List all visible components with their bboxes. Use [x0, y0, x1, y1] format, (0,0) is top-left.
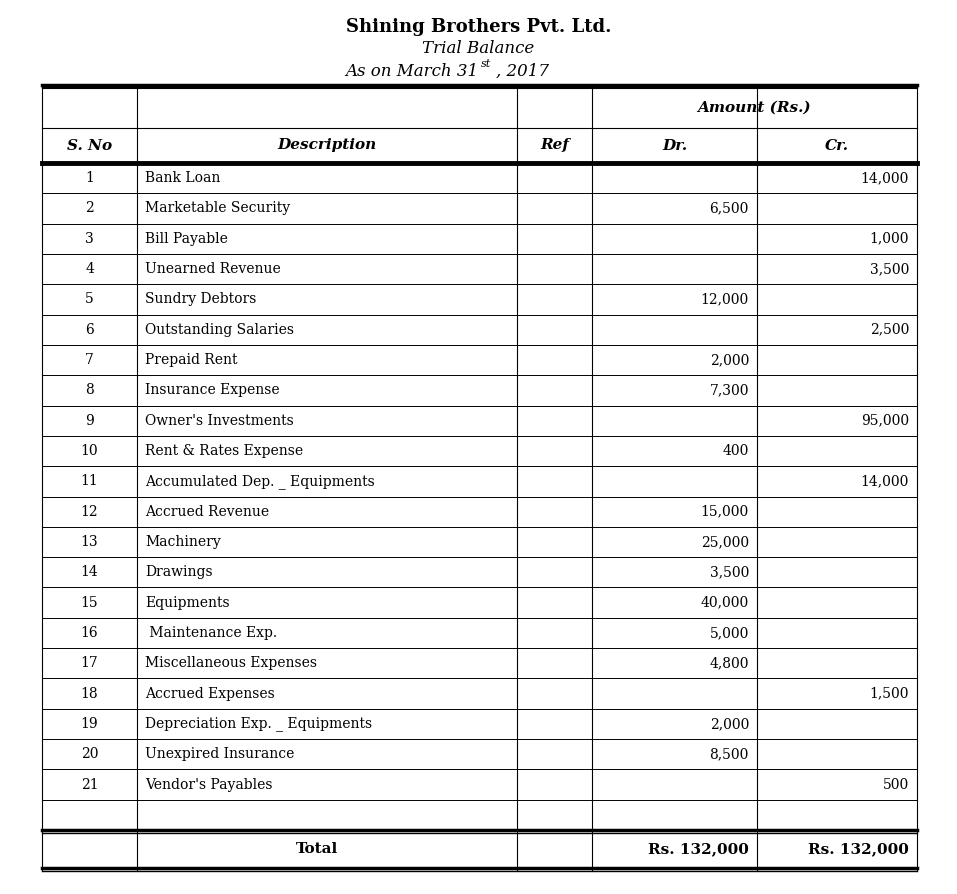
Text: 25,000: 25,000: [701, 535, 749, 549]
Text: 15,000: 15,000: [701, 504, 749, 519]
Text: 17: 17: [80, 656, 99, 670]
Text: 2,500: 2,500: [870, 323, 909, 337]
Text: 1,500: 1,500: [870, 687, 909, 701]
Text: Accumulated Dep. _ Equipments: Accumulated Dep. _ Equipments: [145, 474, 375, 489]
Text: 2,000: 2,000: [710, 717, 749, 731]
Text: Trial Balance: Trial Balance: [422, 40, 535, 57]
Text: Machinery: Machinery: [145, 535, 221, 549]
Text: 4,800: 4,800: [709, 656, 749, 670]
Text: Amount (Rs.): Amount (Rs.): [698, 101, 812, 115]
Text: Miscellaneous Expenses: Miscellaneous Expenses: [145, 656, 317, 670]
Text: 5,000: 5,000: [710, 626, 749, 640]
Text: 21: 21: [80, 778, 99, 791]
Text: Cr.: Cr.: [825, 139, 849, 153]
Text: Bank Loan: Bank Loan: [145, 171, 220, 185]
Text: 12,000: 12,000: [701, 292, 749, 307]
Text: 2,000: 2,000: [710, 353, 749, 367]
Text: 19: 19: [80, 717, 99, 731]
Text: 2: 2: [85, 201, 94, 215]
Text: 1,000: 1,000: [870, 232, 909, 246]
Text: Total: Total: [296, 842, 338, 856]
Text: 3: 3: [85, 232, 94, 246]
Text: Description: Description: [278, 139, 377, 153]
Text: 95,000: 95,000: [861, 414, 909, 427]
Text: Maintenance Exp.: Maintenance Exp.: [145, 626, 278, 640]
Text: Prepaid Rent: Prepaid Rent: [145, 353, 237, 367]
Text: 5: 5: [85, 292, 94, 307]
Text: st: st: [480, 59, 491, 69]
Text: Accrued Revenue: Accrued Revenue: [145, 504, 269, 519]
Text: Vendor's Payables: Vendor's Payables: [145, 778, 273, 791]
Text: Rs. 132,000: Rs. 132,000: [808, 842, 909, 856]
Text: As on March 31: As on March 31: [345, 63, 478, 80]
Text: Equipments: Equipments: [145, 595, 230, 610]
Text: 14,000: 14,000: [860, 171, 909, 185]
Text: Unexpired Insurance: Unexpired Insurance: [145, 747, 295, 761]
Text: Sundry Debtors: Sundry Debtors: [145, 292, 256, 307]
Text: 500: 500: [882, 778, 909, 791]
Text: Accrued Expenses: Accrued Expenses: [145, 687, 275, 701]
Text: 10: 10: [80, 444, 99, 458]
Text: 7: 7: [85, 353, 94, 367]
Text: Unearned Revenue: Unearned Revenue: [145, 262, 280, 276]
Text: 11: 11: [80, 475, 99, 488]
Text: Rs. 132,000: Rs. 132,000: [648, 842, 749, 856]
Text: 8: 8: [85, 384, 94, 398]
Text: 18: 18: [80, 687, 99, 701]
Text: Drawings: Drawings: [145, 565, 212, 579]
Text: 3,500: 3,500: [870, 262, 909, 276]
Text: Ref: Ref: [540, 139, 569, 153]
Text: 40,000: 40,000: [701, 595, 749, 610]
Text: Owner's Investments: Owner's Investments: [145, 414, 294, 427]
Text: 400: 400: [723, 444, 749, 458]
Text: 14: 14: [80, 565, 99, 579]
Text: 16: 16: [80, 626, 99, 640]
Text: 6,500: 6,500: [710, 201, 749, 215]
Text: 6: 6: [85, 323, 94, 337]
Text: Bill Payable: Bill Payable: [145, 232, 228, 246]
Text: 8,500: 8,500: [710, 747, 749, 761]
Text: 15: 15: [80, 595, 99, 610]
Text: Depreciation Exp. _ Equipments: Depreciation Exp. _ Equipments: [145, 716, 372, 731]
Text: 12: 12: [80, 504, 99, 519]
Text: Insurance Expense: Insurance Expense: [145, 384, 279, 398]
Text: , 2017: , 2017: [497, 63, 549, 80]
Text: 3,500: 3,500: [710, 565, 749, 579]
Text: 1: 1: [85, 171, 94, 185]
Text: Dr.: Dr.: [662, 139, 687, 153]
Text: 13: 13: [80, 535, 99, 549]
Text: S. No: S. No: [67, 139, 112, 153]
Text: Marketable Security: Marketable Security: [145, 201, 290, 215]
Text: 20: 20: [80, 747, 99, 761]
Text: 7,300: 7,300: [709, 384, 749, 398]
Text: Outstanding Salaries: Outstanding Salaries: [145, 323, 294, 337]
Text: 9: 9: [85, 414, 94, 427]
Text: Shining Brothers Pvt. Ltd.: Shining Brothers Pvt. Ltd.: [345, 18, 612, 36]
Text: 4: 4: [85, 262, 94, 276]
Text: Rent & Rates Expense: Rent & Rates Expense: [145, 444, 303, 458]
Text: 14,000: 14,000: [860, 475, 909, 488]
